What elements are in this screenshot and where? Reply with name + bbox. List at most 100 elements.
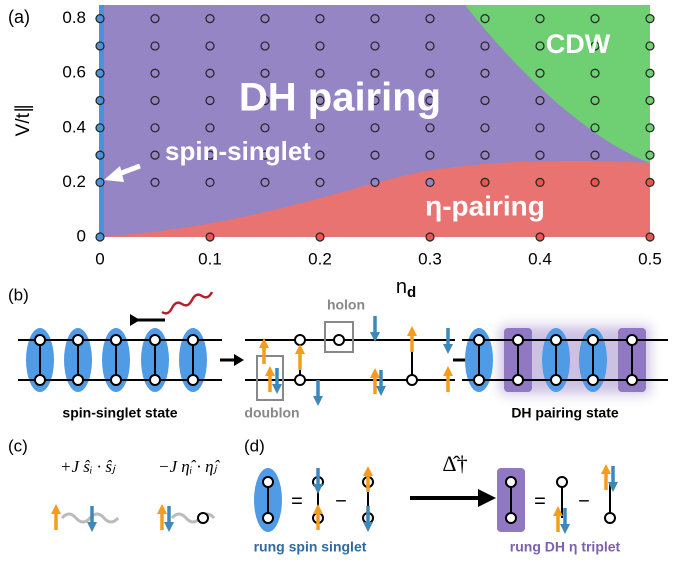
- point: [151, 151, 159, 159]
- caption: spin-singlet state: [62, 405, 177, 421]
- point: [316, 178, 324, 186]
- spin-head: [51, 504, 61, 514]
- site: [188, 375, 198, 385]
- point: [206, 233, 214, 241]
- arrow-head: [234, 354, 244, 366]
- site: [188, 335, 198, 345]
- site: [605, 513, 615, 523]
- point: [646, 178, 654, 186]
- point: [426, 233, 434, 241]
- site: [150, 335, 160, 345]
- y-axis-label: V/t∥: [13, 104, 34, 137]
- x-axis-label: nd: [396, 276, 416, 301]
- spin-head: [295, 344, 305, 354]
- spin-head: [313, 504, 323, 514]
- point: [646, 124, 654, 132]
- x-tick-label: 0.4: [528, 249, 552, 268]
- point: [261, 42, 269, 50]
- spin-head: [376, 386, 386, 396]
- site: [263, 477, 273, 487]
- point: [536, 97, 544, 105]
- caption: rung DH η triplet: [510, 539, 621, 555]
- panel-label: (c): [8, 436, 28, 455]
- site: [407, 375, 417, 385]
- point: [371, 15, 379, 23]
- site: [474, 375, 484, 385]
- formula: +J ŝᵢ · ŝⱼ: [60, 457, 116, 476]
- point: [151, 69, 159, 77]
- point: [591, 124, 599, 132]
- region-label: spin-singlet: [165, 136, 311, 166]
- x-label-subscript: d: [407, 284, 416, 301]
- point: [151, 42, 159, 50]
- point: [536, 15, 544, 23]
- spin-head: [265, 366, 275, 376]
- spin-head: [313, 396, 323, 406]
- spin-head: [157, 504, 167, 514]
- formula: −J η̂ᵢ · η̂ⱼ: [158, 457, 221, 476]
- caption: rung spin singlet: [254, 539, 367, 555]
- caption: DH pairing state: [511, 405, 619, 421]
- site: [627, 335, 637, 345]
- point: [261, 124, 269, 132]
- point: [481, 97, 489, 105]
- site: [73, 335, 83, 345]
- point: [151, 178, 159, 186]
- site: [506, 477, 516, 487]
- site: [198, 513, 208, 523]
- point: [96, 233, 104, 241]
- site: [111, 375, 121, 385]
- point: [151, 97, 159, 105]
- point: [316, 124, 324, 132]
- y-tick-label: 0.4: [62, 117, 86, 136]
- site: [111, 335, 121, 345]
- point: [316, 233, 324, 241]
- site: [150, 375, 160, 385]
- point: [96, 151, 104, 159]
- point: [371, 178, 379, 186]
- point: [481, 124, 489, 132]
- point: [536, 233, 544, 241]
- point: [591, 97, 599, 105]
- point: [646, 233, 654, 241]
- point: [536, 124, 544, 132]
- point: [371, 151, 379, 159]
- point: [481, 151, 489, 159]
- site: [627, 375, 637, 385]
- point: [206, 69, 214, 77]
- point: [206, 178, 214, 186]
- minus: −: [335, 490, 347, 512]
- point: [591, 15, 599, 23]
- point: [426, 124, 434, 132]
- point: [536, 42, 544, 50]
- point: [591, 69, 599, 77]
- point: [426, 42, 434, 50]
- minus: −: [578, 490, 590, 512]
- point: [206, 97, 214, 105]
- bond: [62, 514, 118, 522]
- equals: =: [291, 490, 303, 512]
- site: [474, 335, 484, 345]
- panel-label: (b): [8, 285, 29, 304]
- y-tick-label: 0.8: [62, 8, 86, 27]
- point: [371, 124, 379, 132]
- point: [536, 151, 544, 159]
- point: [96, 97, 104, 105]
- point: [316, 151, 324, 159]
- y-tick-label: 0.2: [62, 172, 86, 191]
- site: [588, 375, 598, 385]
- x-tick-label: 0: [95, 249, 104, 268]
- panel-label: (a): [8, 7, 30, 27]
- point: [646, 69, 654, 77]
- figure: (a) nd V/t∥ DH pairing CDW η-pairing spi…: [0, 0, 695, 561]
- point: [481, 42, 489, 50]
- point: [371, 42, 379, 50]
- point: [206, 42, 214, 50]
- x-tick-label: 0.3: [418, 249, 442, 268]
- site: [506, 513, 516, 523]
- point: [96, 69, 104, 77]
- spin-head: [443, 366, 453, 376]
- point: [261, 15, 269, 23]
- site: [73, 375, 83, 385]
- site: [513, 375, 523, 385]
